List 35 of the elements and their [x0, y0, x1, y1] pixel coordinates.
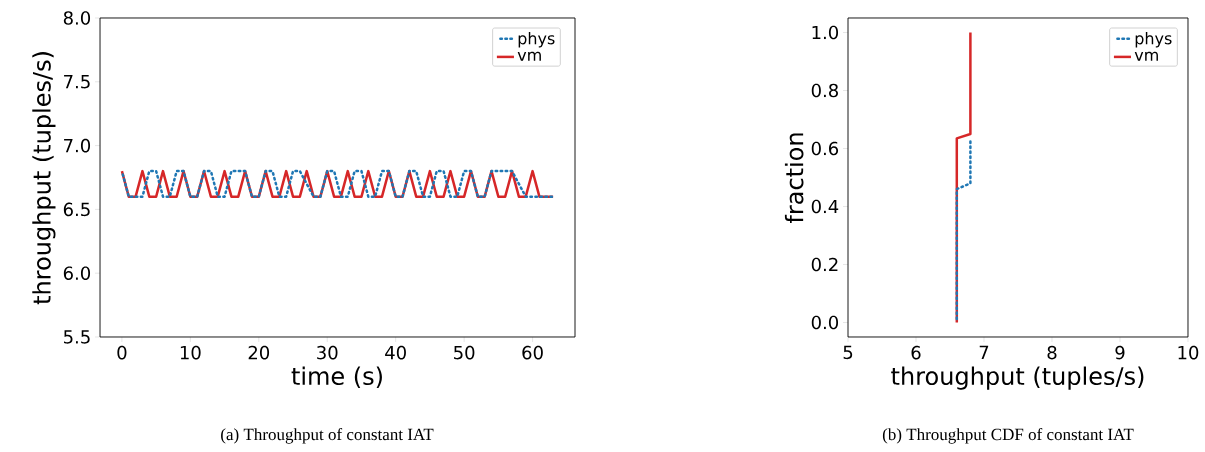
x-tick-label: 10 — [180, 345, 201, 360]
x-tick-label: 50 — [454, 345, 475, 360]
y-tick-label: 6.5 — [63, 202, 90, 217]
x-tick-label: 8 — [1047, 345, 1057, 360]
y-tick-label: 8.0 — [63, 11, 91, 25]
x-tick-label: 5 — [843, 345, 853, 360]
x-axis-title: time (s) — [291, 366, 382, 388]
y-tick-label: 0.8 — [811, 83, 838, 98]
x-tick-label: 9 — [1115, 345, 1125, 360]
y-axis-title: fraction — [784, 133, 804, 224]
x-tick-label: 10 — [1178, 345, 1199, 360]
y-tick-label: 6.0 — [63, 266, 91, 280]
x-tick-label: 20 — [248, 345, 270, 360]
x-tick-label: 0 — [117, 345, 127, 360]
y-tick-label: 0.2 — [811, 257, 838, 272]
x-tick-label: 60 — [522, 345, 543, 360]
text: (b) Throughput CDF of constant IAT — [882, 428, 1134, 444]
x-tick-label: 40 — [385, 345, 406, 360]
y-tick-label: 1.0 — [812, 25, 839, 40]
y-tick-label: 5.5 — [64, 330, 90, 344]
y-tick-label: 0.4 — [811, 199, 839, 214]
x-tick-label: 30 — [317, 345, 338, 360]
x-tick-label: 6 — [911, 345, 921, 360]
legend-label: vm — [517, 51, 541, 61]
legend-label: vm — [1134, 51, 1158, 61]
x-tick-label: 7 — [979, 345, 989, 359]
legend-label: phys — [518, 32, 555, 48]
y-tick-label: 7.0 — [64, 138, 91, 153]
legend-label: phys — [1135, 32, 1172, 48]
text: (a) Throughput of constant IAT — [221, 428, 434, 444]
y-tick-label: 0.0 — [811, 315, 839, 330]
x-axis-title: throughput (tuples/s) — [891, 366, 1144, 390]
y-tick-label: 0.6 — [811, 141, 839, 156]
y-tick-label: 7.5 — [64, 75, 90, 89]
y-axis-title: throughput (tuples/s) — [32, 52, 56, 305]
